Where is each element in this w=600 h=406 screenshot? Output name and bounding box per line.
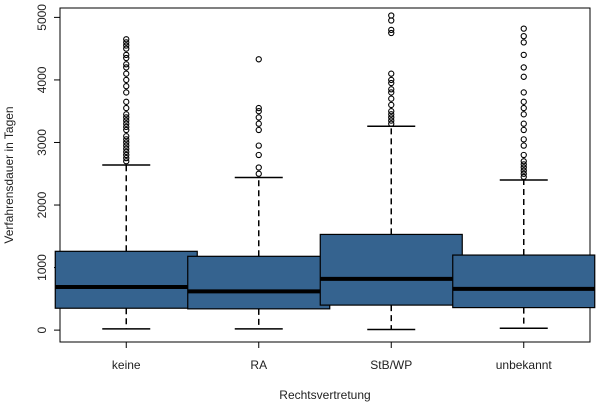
- outlier-point: [255, 104, 262, 112]
- outlier-point: [520, 167, 527, 174]
- outlier-point: [388, 101, 395, 109]
- outlier-point: [520, 136, 527, 143]
- outlier-point: [123, 61, 130, 68]
- outlier-point: [255, 120, 262, 127]
- outlier-point: [123, 70, 130, 77]
- outlier-point: [123, 133, 130, 140]
- outlier-point: [123, 139, 130, 146]
- outlier-point: [520, 111, 527, 118]
- outlier-point: [123, 89, 130, 96]
- outlier-point: [255, 151, 262, 159]
- outlier-point: [123, 111, 130, 118]
- outlier-point: [123, 136, 130, 143]
- outlier-point: [123, 36, 130, 43]
- x-tick-label: StB/WP: [370, 358, 412, 372]
- outlier-point: [520, 98, 527, 105]
- outlier-point: [123, 54, 130, 62]
- outlier-point: [123, 123, 130, 130]
- outlier-point: [123, 104, 130, 112]
- outlier-point: [123, 117, 130, 124]
- outlier-point: [388, 26, 395, 34]
- outlier-point: [255, 114, 262, 121]
- outlier-point: [388, 79, 395, 87]
- outlier-point: [520, 51, 527, 59]
- plot-frame: [59, 7, 591, 343]
- outlier-point: [520, 161, 527, 168]
- box-iqr: [54, 250, 198, 309]
- outlier-point: [520, 151, 527, 159]
- outlier-point: [255, 164, 262, 171]
- outlier-point: [123, 145, 130, 152]
- outlier-point: [123, 158, 130, 165]
- box-iqr: [187, 255, 331, 310]
- x-tick-label: RA: [250, 358, 267, 372]
- outlier-point: [123, 83, 130, 90]
- box-iqr: [452, 254, 596, 309]
- outlier-point: [520, 164, 527, 171]
- outlier-point: [520, 126, 527, 134]
- outlier-point: [388, 111, 395, 118]
- outlier-point: [520, 173, 527, 181]
- outlier-point: [388, 120, 395, 127]
- outlier-point: [255, 108, 262, 115]
- outlier-point: [388, 17, 395, 24]
- outlier-point: [520, 120, 527, 127]
- outlier-point: [388, 89, 395, 96]
- y-tick-label: 5000: [35, 4, 49, 31]
- y-tick-label: 0: [35, 326, 49, 333]
- outlier-point: [123, 42, 130, 49]
- outlier-point: [388, 117, 395, 124]
- outlier-point: [520, 32, 527, 40]
- y-axis: 0 1000 2000 3000 4000 5000: [35, 4, 60, 333]
- outlier-point: [123, 151, 130, 159]
- outlier-point: [255, 56, 262, 63]
- x-axis-title: Rechtsvertretung: [279, 388, 370, 402]
- outlier-point: [255, 170, 262, 177]
- outlier-point: [255, 142, 262, 149]
- outlier-point: [520, 64, 527, 71]
- outlier-point: [388, 70, 395, 77]
- outlier-point: [123, 98, 130, 105]
- outlier-point: [520, 25, 527, 32]
- outlier-point: [388, 114, 395, 121]
- outlier-point: [123, 142, 130, 149]
- outlier-point: [123, 64, 130, 71]
- outlier-point: [123, 45, 130, 52]
- outlier-point: [123, 120, 130, 127]
- outlier-point: [123, 114, 130, 121]
- y-tick-label: 3000: [35, 129, 49, 156]
- outlier-point: [520, 39, 527, 46]
- outlier-point: [520, 142, 527, 149]
- outlier-point: [520, 73, 527, 80]
- outlier-point: [123, 126, 130, 134]
- outlier-point: [520, 104, 527, 112]
- x-tick-label: keine: [112, 358, 141, 372]
- outlier-point: [123, 51, 130, 59]
- x-axis: keine RA StB/WP unbekannt: [112, 342, 553, 372]
- outlier-point: [123, 148, 130, 156]
- outlier-point: [520, 158, 527, 165]
- box-iqr: [319, 233, 463, 306]
- y-tick-label: 4000: [35, 66, 49, 93]
- outlier-point: [388, 86, 395, 93]
- outlier-point: [520, 89, 527, 96]
- outlier-point: [123, 154, 130, 162]
- y-tick-label: 1000: [35, 254, 49, 281]
- outlier-point: [388, 29, 395, 37]
- y-axis-title: Verfahrensdauer in Tagen: [2, 106, 16, 243]
- x-tick-label: unbekannt: [496, 358, 553, 372]
- outlier-point: [388, 76, 395, 84]
- outlier-point: [388, 95, 395, 102]
- outlier-point: [255, 126, 262, 134]
- outlier-point: [520, 170, 527, 177]
- y-tick-label: 2000: [35, 191, 49, 218]
- outlier-point: [123, 76, 130, 84]
- outlier-point: [123, 39, 130, 46]
- outlier-point: [388, 12, 395, 19]
- outlier-point: [388, 108, 395, 115]
- boxes-group: [54, 12, 596, 331]
